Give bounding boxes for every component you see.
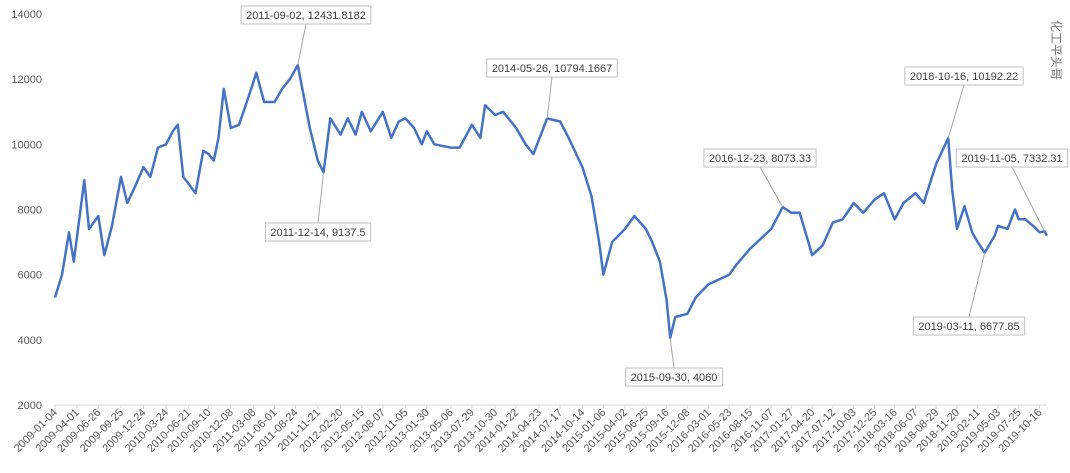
annotation-box	[486, 58, 618, 78]
annotation-label: 2019-11-05, 7332.31	[961, 153, 1062, 165]
y-tick-label: 6000	[18, 270, 42, 282]
annotation-leader	[297, 23, 307, 66]
annotation: 2016-12-23, 8073.33	[703, 148, 817, 168]
annotation-leader	[317, 172, 325, 224]
annotation-box	[264, 222, 372, 242]
annotation-box	[240, 5, 372, 25]
annotation-label: 2011-12-14, 9137.5	[270, 227, 365, 239]
annotation-box	[912, 316, 1026, 336]
annotation: 2014-05-26, 10794.1667	[486, 58, 618, 78]
annotation-leader	[947, 84, 965, 139]
y-tick-label: 14000	[11, 9, 42, 21]
annotation-box	[625, 367, 723, 387]
annotation-label: 2014-05-26, 10794.1667	[492, 63, 613, 75]
annotation: 2019-11-05, 7332.31	[955, 148, 1069, 168]
y-tick-label: 4000	[18, 335, 42, 347]
annotation-leader	[968, 252, 986, 318]
annotation-leader	[546, 76, 553, 119]
y-tick-label: 10000	[11, 139, 42, 151]
annotation: 2011-12-14, 9137.5	[264, 222, 372, 242]
annotation-leader	[669, 337, 675, 369]
annotation: 2015-09-30, 4060	[625, 367, 723, 387]
line-series	[53, 63, 1049, 340]
annotation-leader	[1011, 166, 1045, 232]
annotation-box	[703, 148, 817, 168]
watermark: 化工平头哥	[1049, 20, 1063, 80]
annotation: 2019-03-11, 6677.85	[912, 316, 1026, 336]
annotation-label: 2015-09-30, 4060	[631, 372, 718, 384]
annotation: 2018-10-16, 10192.22	[904, 66, 1024, 86]
y-tick-label: 12000	[11, 74, 42, 86]
annotation: 2011-09-02, 12431.8182	[240, 5, 372, 25]
y-tick-label: 8000	[18, 205, 42, 217]
annotation-leader	[759, 166, 784, 208]
y-tick-label: 2000	[18, 400, 42, 412]
annotation-label: 2018-10-16, 10192.22	[910, 71, 1018, 83]
annotation-label: 2016-12-23, 8073.33	[709, 153, 811, 165]
annotation-label: 2019-03-11, 6677.85	[918, 321, 1019, 333]
annotation-box	[904, 66, 1024, 86]
annotation-box	[955, 148, 1069, 168]
annotation-label: 2011-09-02, 12431.8182	[246, 10, 366, 22]
